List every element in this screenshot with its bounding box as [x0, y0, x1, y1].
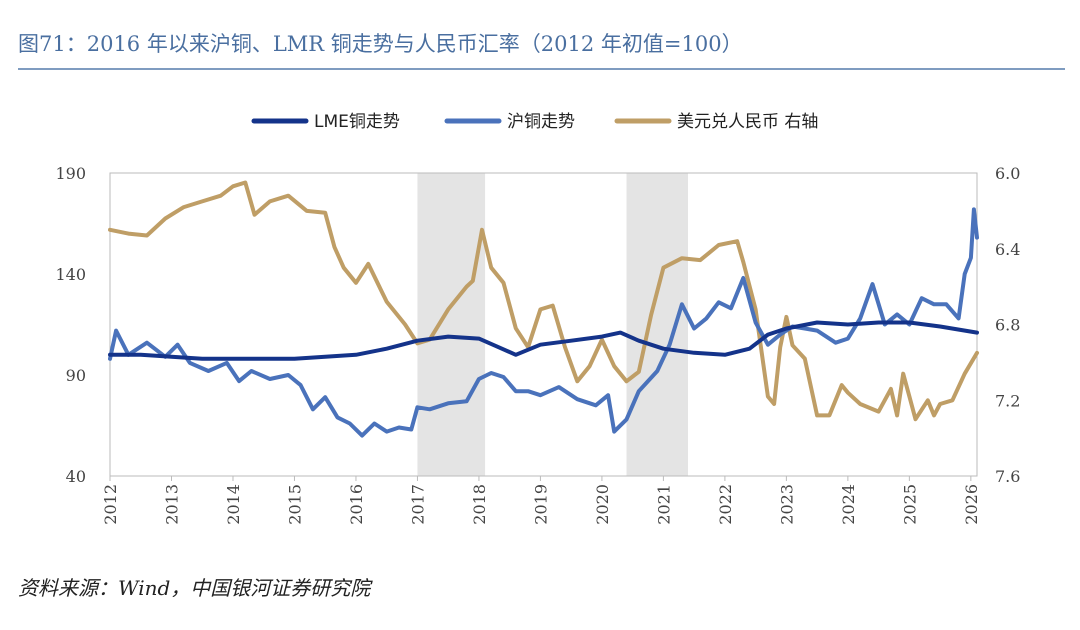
- x-tick-label: 2022: [716, 484, 735, 525]
- x-tick-label: 2023: [777, 484, 796, 525]
- x-tick-label: 2015: [285, 484, 304, 525]
- y-right-tick-label: 7.6: [995, 467, 1020, 486]
- title-divider: [18, 68, 1065, 70]
- y-left-tick-label: 140: [55, 265, 86, 284]
- lme-copper-line: [108, 320, 979, 361]
- y-right-tick-label: 6.4: [995, 240, 1020, 259]
- shaded-period-2: [626, 173, 688, 476]
- legend-label-3: 美元兑人民币 右轴: [677, 112, 818, 132]
- x-tick-label: 2020: [593, 484, 612, 525]
- legend-label-2: 沪铜走势: [507, 112, 575, 132]
- x-tick-label: 2021: [654, 484, 673, 525]
- y-right-tick-label: 6.8: [995, 316, 1020, 335]
- x-tick-label: 2018: [470, 484, 489, 525]
- x-tick-label: 2019: [531, 484, 550, 525]
- plot-frame: [109, 172, 978, 477]
- shaded-period-1: [417, 173, 486, 476]
- x-tick-label: 2025: [900, 484, 919, 525]
- x-tick-label: 2024: [839, 484, 858, 525]
- x-tick-label: 2014: [224, 484, 243, 525]
- y-right-tick-label: 6.0: [995, 164, 1020, 183]
- shfe-copper-line: [108, 207, 979, 438]
- y-left-tick-label: 190: [55, 164, 86, 183]
- x-tick-label: 2013: [162, 484, 181, 525]
- y-right-tick-label: 7.2: [995, 391, 1020, 410]
- chart-title: 图71：2016 年以来沪铜、LMR 铜走势与人民币汇率（2012 年初值=10…: [18, 32, 743, 56]
- legend-label-1: LME铜走势: [314, 112, 400, 132]
- x-tick-label: 2017: [408, 484, 427, 525]
- usdcny-line: [108, 180, 979, 422]
- source-note: 资料来源：Wind，中国银河证券研究院: [18, 576, 371, 600]
- x-tick-label: 2016: [347, 484, 366, 525]
- y-left-tick-label: 40: [66, 467, 86, 486]
- x-tick-label: 2012: [101, 484, 120, 525]
- x-tick-label: 2026: [962, 484, 981, 525]
- y-left-tick-label: 90: [66, 366, 86, 385]
